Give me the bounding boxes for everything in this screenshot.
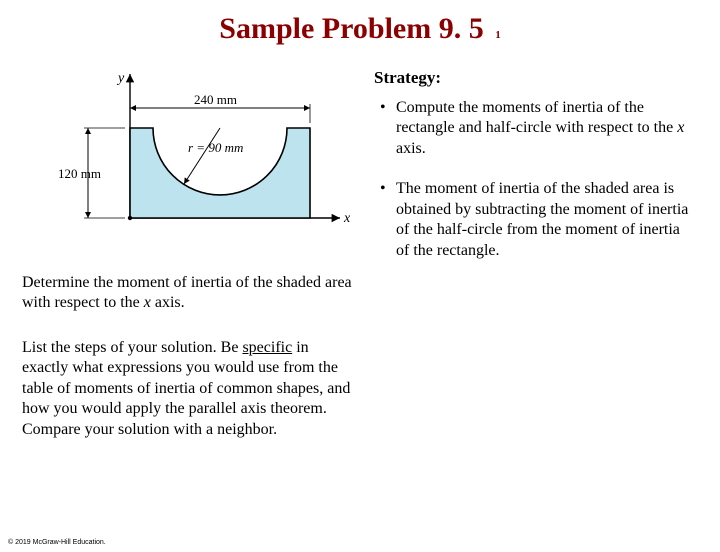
strategy-bullet-1: Compute the moments of inertia of the re… [380, 98, 692, 159]
diagram-svg: y x 240 mm 120 [58, 68, 358, 243]
origin-dot [128, 216, 132, 220]
prompt-determine: Determine the moment of inertia of the s… [22, 273, 362, 314]
radius-label: r = 90 mm [188, 140, 243, 155]
title-sub: 1 [495, 29, 501, 41]
page-title: Sample Problem 9. 5 1 [0, 12, 720, 46]
width-dim-label: 240 mm [194, 92, 237, 107]
strategy-list: Compute the moments of inertia of the re… [374, 98, 692, 261]
prompt-instructions: List the steps of your solution. Be spec… [22, 338, 362, 440]
strategy-bullet-2: The moment of inertia of the shaded area… [380, 179, 692, 261]
diagram: y x 240 mm 120 [58, 68, 358, 243]
title-main: Sample Problem 9. 5 [219, 12, 483, 45]
right-column: Strategy: Compute the moments of inertia… [362, 68, 692, 440]
copyright: © 2019 McGraw-Hill Education. [8, 539, 106, 546]
left-column: y x 240 mm 120 [22, 68, 362, 440]
strategy-heading: Strategy: [374, 68, 692, 88]
y-axis-label: y [116, 71, 125, 86]
content-row: y x 240 mm 120 [0, 68, 720, 440]
x-axis-label: x [343, 211, 351, 226]
height-dim-label: 120 mm [58, 166, 101, 181]
